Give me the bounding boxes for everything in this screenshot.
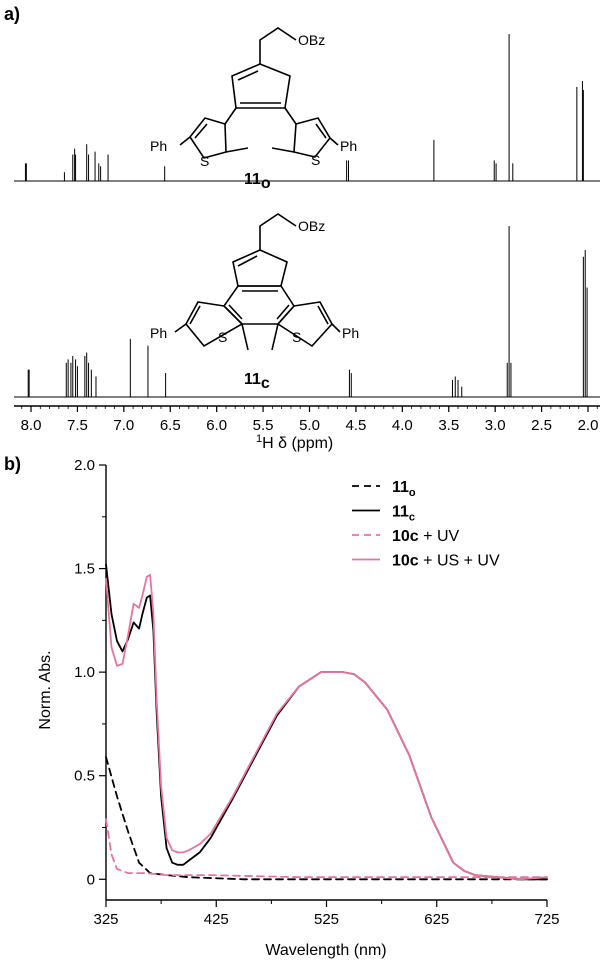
uv-y-axis-label: Norm. Abs. <box>37 650 54 729</box>
uv-y-tick-label: 0 <box>87 871 95 888</box>
nmr-x-tick-label: 4.5 <box>345 417 366 434</box>
structure-open-s-left: S <box>200 153 209 169</box>
uv-series-11o <box>105 756 548 881</box>
uv-x-tick-label: 725 <box>534 911 559 928</box>
nmr-x-tick-label: 8.0 <box>21 417 42 434</box>
uv-y-tick-label: 2.0 <box>74 457 95 474</box>
compound-label-11o: 11o <box>244 171 271 192</box>
legend-label: 10c + UV <box>392 528 459 545</box>
nmr-x-tick-label: 6.5 <box>160 417 181 434</box>
nmr-x-axis-label: 1H δ (ppm) <box>256 433 333 452</box>
nmr-spectra <box>14 34 600 398</box>
structure-open <box>179 27 339 159</box>
structure-closed-s-left: S <box>218 329 227 345</box>
uv-plot-frame <box>105 465 547 901</box>
uv-x-tick-label: 525 <box>314 911 339 928</box>
legend-label: 11o <box>392 479 416 499</box>
legend-label: 10c + US + UV <box>392 553 500 570</box>
panel-b-label: b) <box>4 454 21 474</box>
uv-x-tick-label: 625 <box>424 911 449 928</box>
structure-closed-s-right: S <box>292 329 301 345</box>
structure-closed <box>174 213 341 351</box>
compound-label-11c: 11c <box>244 371 270 392</box>
uv-axes: 325 425 525 625 725 0 0.5 1.0 1.5 2.0 <box>74 457 559 928</box>
structure-open-ph-left: Ph <box>150 138 167 154</box>
nmr-x-ticks: 8.0 7.5 7.0 6.5 6.0 5.5 5.0 4.5 4.0 3.5 3.0 2.5 2.0 <box>21 406 599 434</box>
structure-closed-obz: OBz <box>298 218 325 234</box>
uv-y-tick-label: 1.5 <box>74 561 95 578</box>
legend-label: 11c <box>392 504 415 524</box>
structure-open-obz: OBz <box>298 32 325 48</box>
uv-y-tick-label: 1.0 <box>74 664 95 681</box>
nmr-x-tick-label: 6.0 <box>206 417 227 434</box>
structure-open-s-right: S <box>311 152 320 168</box>
panel-a-label: a) <box>4 4 20 24</box>
uv-x-axis-label: Wavelength (nm) <box>265 942 386 959</box>
nmr-x-tick-label: 3.0 <box>485 417 506 434</box>
nmr-x-tick-label: 7.5 <box>67 417 88 434</box>
structure-closed-ph-left: Ph <box>150 325 167 341</box>
uv-legend: 11o 11c 10c + UV 10c + US + UV <box>352 479 500 570</box>
nmr-x-tick-label: 2.0 <box>578 417 599 434</box>
nmr-x-tick-label: 4.0 <box>392 417 413 434</box>
nmr-x-tick-label: 5.5 <box>253 417 274 434</box>
uv-series-10c-uv <box>105 818 548 879</box>
uv-y-tick-label: 0.5 <box>74 768 95 785</box>
uv-series-10c-us-uv <box>105 573 548 881</box>
nmr-x-tick-label: 3.5 <box>438 417 459 434</box>
nmr-x-tick-label: 2.5 <box>531 417 552 434</box>
uv-x-tick-label: 325 <box>93 911 118 928</box>
structure-closed-ph-right: Ph <box>342 325 359 341</box>
uv-curves <box>105 563 548 881</box>
nmr-x-tick-label: 7.0 <box>113 417 134 434</box>
uv-x-tick-label: 425 <box>204 911 229 928</box>
nmr-x-tick-label: 5.0 <box>299 417 320 434</box>
uv-series-11c <box>105 563 548 881</box>
structure-open-ph-right: Ph <box>340 138 357 154</box>
